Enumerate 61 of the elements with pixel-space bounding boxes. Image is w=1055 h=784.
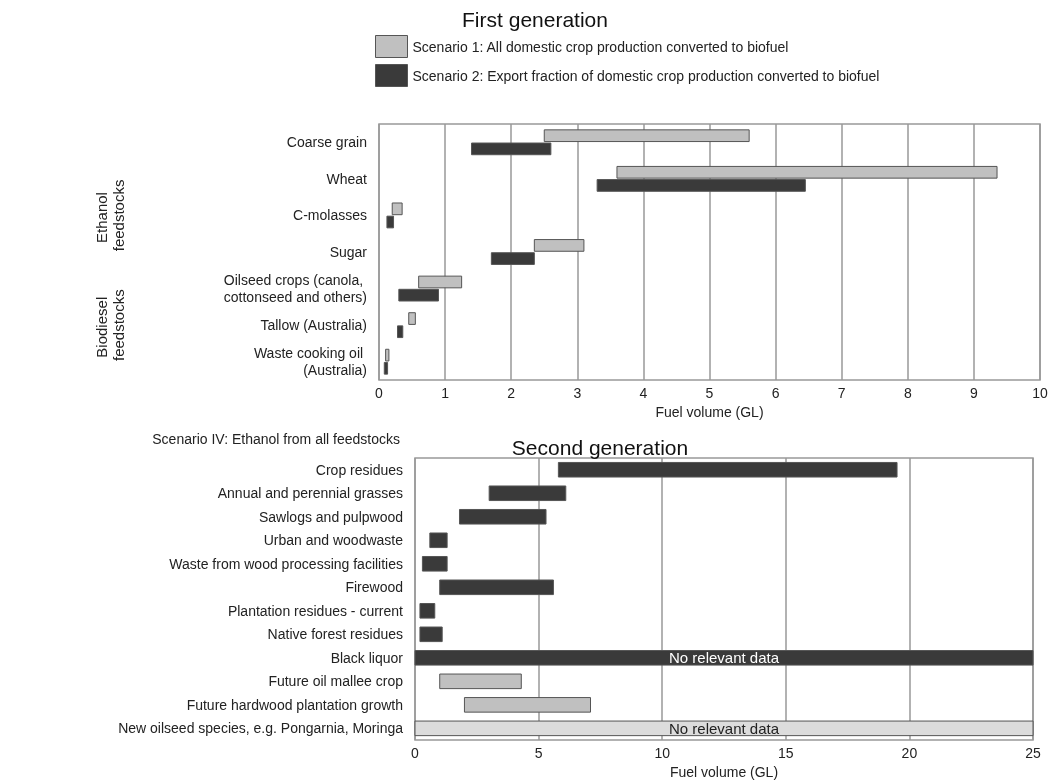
y-tick-label: Future hardwood plantation growth [186, 696, 403, 713]
x-tick-label: 2 [507, 385, 516, 401]
chart-title: Second generation [511, 436, 689, 459]
x-tick-label: 7 [837, 385, 846, 401]
bar [421, 556, 448, 572]
bar [439, 673, 522, 690]
y-tick-label: Tallow (Australia) [260, 317, 367, 334]
y-tick-label: Native forest residues [267, 626, 403, 643]
bar [414, 650, 1034, 666]
bar [439, 579, 554, 596]
x-tick-label: 3 [573, 385, 582, 401]
bar [419, 626, 443, 643]
y-tick-label: Annual and perennial grasses [217, 485, 403, 502]
x-tick-label: 15 [778, 745, 794, 762]
bar [397, 325, 404, 339]
bar [414, 720, 1034, 737]
x-tick-label: 4 [639, 385, 648, 401]
y-tick-label: Black liquor [330, 649, 404, 666]
y-tick-label: New oilseed species, e.g. Pongarnia, Moringa [118, 720, 404, 737]
bar [408, 312, 416, 325]
bar [557, 461, 898, 478]
x-tick-label: 25 [1025, 745, 1041, 762]
x-axis-title: Fuel volume (GL) [669, 764, 779, 780]
text: Ethanol feedstocks [93, 179, 127, 252]
x-tick-label: 20 [901, 745, 918, 762]
x-tick-label: 6 [771, 385, 780, 401]
bar [419, 603, 436, 619]
chart-title: First generation [462, 8, 608, 31]
y-tick-label: C-molasses [293, 207, 367, 224]
y-tick-label: Coarse grain [286, 134, 367, 151]
text: Biodiesel feedstocks [93, 289, 127, 361]
bar [459, 508, 547, 525]
data-label: No relevant data [668, 649, 780, 667]
y-tick-label: Future oil mallee crop [268, 673, 404, 690]
data-label: No relevant data [668, 719, 780, 737]
bar [429, 532, 448, 549]
bar [488, 485, 567, 502]
x-axis-title: Fuel volume (GL) [655, 403, 764, 420]
x-tick-label: 9 [970, 385, 978, 401]
x-tick-label: 10 [1032, 385, 1048, 401]
bar [463, 697, 592, 713]
legend-label: Scenario 1: All domestic crop production converted to biofuel [412, 38, 789, 55]
y-tick-label: Firewood [345, 579, 403, 596]
x-tick-label: 0 [375, 385, 384, 401]
y-tick-label: Sawlogs and pulpwood [259, 508, 403, 525]
legend-label: Scenario 2: Export fraction of domestic crop production converted to biofuel [412, 67, 880, 84]
x-tick-label: 0 [411, 745, 420, 762]
y-tick-label: Waste from wood processing facilities [169, 555, 403, 572]
x-tick-label: 1 [441, 385, 450, 401]
x-tick-label: 5 [705, 385, 714, 401]
y-tick-label: Waste cooking oil (Australia) [253, 345, 367, 379]
x-tick-label: 8 [903, 385, 912, 401]
x-tick-label: 5 [534, 745, 543, 762]
y-tick-label: Sugar [329, 244, 368, 260]
y-tick-label: Crop residues [315, 461, 403, 478]
y-tick-label: Wheat [326, 170, 368, 187]
text: Scenario IV: Ethanol from all feedstocks [152, 431, 400, 447]
y-tick-label: Urban and woodwaste [263, 532, 404, 549]
y-tick-label: Oilseed crops (canola, cottonseed and others) [223, 272, 367, 306]
x-tick-label: 10 [654, 745, 671, 762]
y-tick-label: Plantation residues - current [227, 602, 404, 619]
